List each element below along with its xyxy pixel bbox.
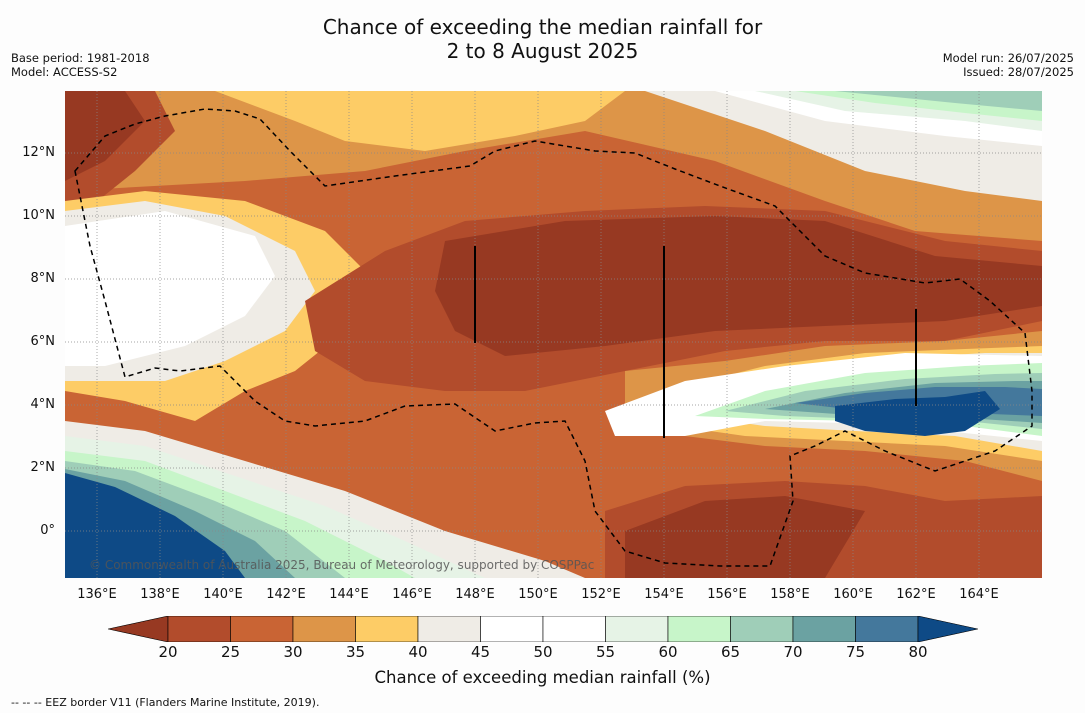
colorbar-tick-label: 75	[845, 643, 866, 661]
model-run-text: Model run: 26/07/2025	[942, 51, 1074, 65]
colorbar-segment	[730, 615, 794, 643]
lat-label-10n: 10°N	[22, 208, 55, 223]
feature-lines	[474, 246, 917, 438]
region-80-southwest	[65, 473, 245, 578]
lat-label-6n: 6°N	[30, 334, 56, 349]
lon-label-146e: 146°E	[392, 587, 432, 602]
colorbar-tick-label: 55	[595, 643, 616, 661]
lon-label-164e: 164°E	[959, 587, 999, 602]
lon-label-142e: 142°E	[266, 587, 306, 602]
region-20-south	[625, 496, 865, 578]
run-info: Model run: 26/07/2025 Issued: 28/07/2025	[943, 51, 1074, 79]
copyright-text: © Commonwealth of Australia 2025, Bureau…	[89, 558, 595, 572]
base-period-text: Base period: 1981-2018	[11, 51, 150, 65]
colorbar-tick-label: 60	[658, 643, 678, 661]
colorbar-tick-label: 35	[345, 643, 366, 661]
colorbar	[107, 615, 979, 643]
region-50-west	[65, 211, 275, 366]
lon-label-150e: 150°E	[518, 587, 558, 602]
lon-label-156e: 156°E	[707, 587, 747, 602]
colorbar-extend-high	[917, 615, 979, 643]
colorbar-extend-low	[107, 615, 169, 643]
graticule	[65, 91, 1042, 578]
colorbar-tick-label: 80	[908, 643, 928, 661]
lon-label-136e: 136°E	[77, 587, 117, 602]
colorbar-segment	[605, 615, 669, 643]
region-80-southeast	[835, 391, 1000, 436]
region-65-northeast	[835, 91, 1042, 111]
colorbar-segment	[355, 615, 419, 643]
colorbar-segment	[855, 615, 919, 643]
lon-label-158e: 158°E	[770, 587, 810, 602]
model-info: Base period: 1981-2018 Model: ACCESS-S2	[11, 51, 150, 79]
colorbar-tick-label: 70	[783, 643, 803, 661]
colorbar-segment	[417, 615, 481, 643]
colorbar-svg	[107, 615, 979, 643]
lat-label-0: 0°	[40, 523, 55, 538]
region-40-north	[215, 91, 625, 151]
lon-label-160e: 160°E	[833, 587, 873, 602]
colorbar-tick-label: 25	[220, 643, 241, 661]
eez-legend-footnote: -- -- -- EEZ border V11 (Flanders Marine…	[11, 696, 320, 709]
colorbar-label: Chance of exceeding median rainfall (%)	[374, 668, 711, 687]
colorbar-tick-label: 65	[720, 643, 741, 661]
colorbar-segment	[792, 615, 856, 643]
colorbar-segment	[480, 615, 544, 643]
lat-label-4n: 4°N	[30, 397, 56, 412]
issued-text: Issued: 28/07/2025	[963, 65, 1074, 79]
colorbar-tick-label: 45	[470, 643, 491, 661]
rainfall-map	[65, 91, 1042, 578]
lon-label-152e: 152°E	[581, 587, 621, 602]
lon-label-148e: 148°E	[455, 587, 495, 602]
colorbar-segment	[167, 615, 231, 643]
lat-label-12n: 12°N	[22, 145, 55, 160]
title-line-1: Chance of exceeding the median rainfall …	[322, 15, 763, 39]
colorbar-tick-label: 40	[408, 643, 428, 661]
lon-label-162e: 162°E	[896, 587, 936, 602]
region-20-central	[435, 216, 1042, 356]
colorbar-segment	[542, 615, 606, 643]
colorbar-segment	[292, 615, 356, 643]
lon-label-144e: 144°E	[329, 587, 369, 602]
eez-border	[74, 108, 1033, 567]
map-title: Chance of exceeding the median rainfall …	[0, 15, 1085, 63]
model-name-text: Model: ACCESS-S2	[11, 65, 118, 79]
lon-label-140e: 140°E	[203, 587, 243, 602]
map-canvas	[65, 91, 1042, 578]
colorbar-tick-label: 50	[533, 643, 553, 661]
lat-label-8n: 8°N	[30, 271, 56, 286]
colorbar-tick-label: 20	[158, 643, 178, 661]
lat-label-2n: 2°N	[30, 460, 56, 475]
colorbar-tick-label: 30	[283, 643, 303, 661]
title-line-2: 2 to 8 August 2025	[446, 39, 639, 63]
lon-label-154e: 154°E	[644, 587, 684, 602]
lon-label-138e: 138°E	[140, 587, 180, 602]
colorbar-segment	[230, 615, 294, 643]
colorbar-segment	[667, 615, 731, 643]
